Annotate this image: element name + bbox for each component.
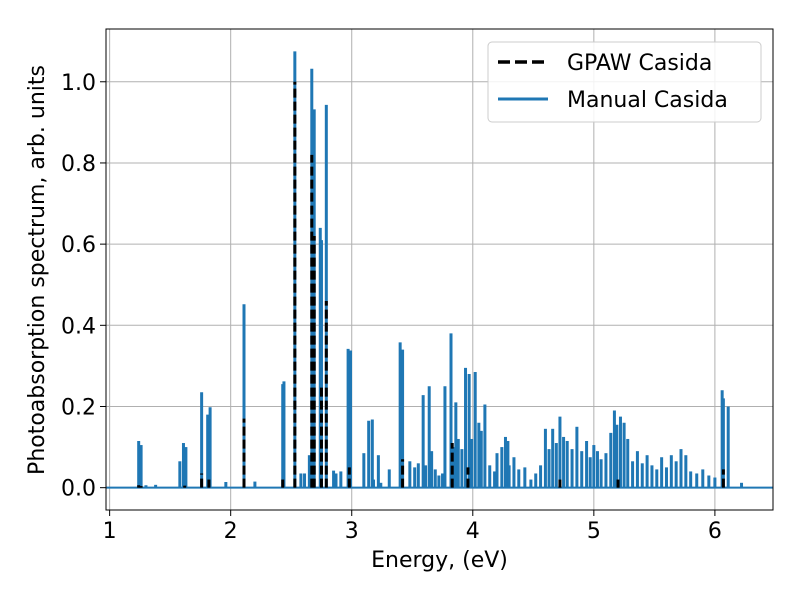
y-tick-label: 1.0 xyxy=(61,71,96,96)
legend-label-manual: Manual Casida xyxy=(567,88,728,113)
x-tick-label: 2 xyxy=(224,519,238,544)
y-tick-label: 0.4 xyxy=(61,314,96,339)
legend-label-gpaw: GPAW Casida xyxy=(567,51,712,76)
x-tick-label: 3 xyxy=(345,519,359,544)
legend: GPAW Casida Manual Casida xyxy=(487,41,762,123)
x-tick-label: 1 xyxy=(103,519,117,544)
plot-frame xyxy=(105,28,774,511)
y-ticks: 0.0 0.2 0.4 0.6 0.8 1.0 xyxy=(61,71,106,502)
x-tick-label: 6 xyxy=(708,519,722,544)
legend-box xyxy=(487,41,762,123)
x-tick-label: 5 xyxy=(587,519,601,544)
y-tick-label: 0.0 xyxy=(61,477,96,502)
y-tick-label: 0.8 xyxy=(61,152,96,177)
series-gpaw-casida xyxy=(137,81,725,488)
x-tick-label: 4 xyxy=(466,519,480,544)
y-axis-label: Photoabsorption spectrum, arb. units xyxy=(25,65,50,475)
x-axis-label: Energy, (eV) xyxy=(371,548,508,573)
series-manual-casida xyxy=(106,51,773,489)
x-ticks: 1 2 3 4 5 6 xyxy=(103,510,722,544)
y-tick-label: 0.6 xyxy=(61,233,96,258)
y-tick-label: 0.2 xyxy=(61,395,96,420)
